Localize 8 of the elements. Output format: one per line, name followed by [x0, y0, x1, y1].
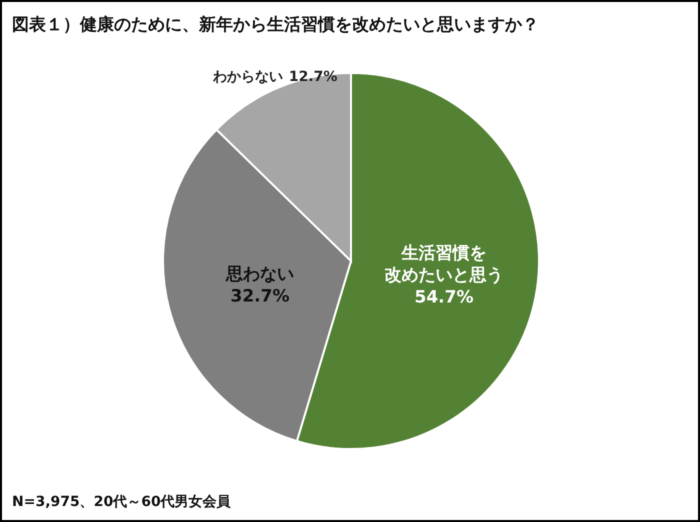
slice-label: 思わない [224, 264, 294, 284]
text: N=3,975、20代～60代男女会員 [12, 494, 232, 510]
chart-title: 図表１）健康のために、新年から生活習慣を改めたいと思いますか？ [12, 15, 539, 35]
slice-label: 生活習慣を改めたいと思う [384, 244, 504, 286]
data-label: 32.7% [230, 286, 290, 306]
data-label: 54.7% [414, 288, 474, 308]
slice-label: わからない [212, 68, 283, 85]
data-label: 12.7% [288, 68, 338, 85]
